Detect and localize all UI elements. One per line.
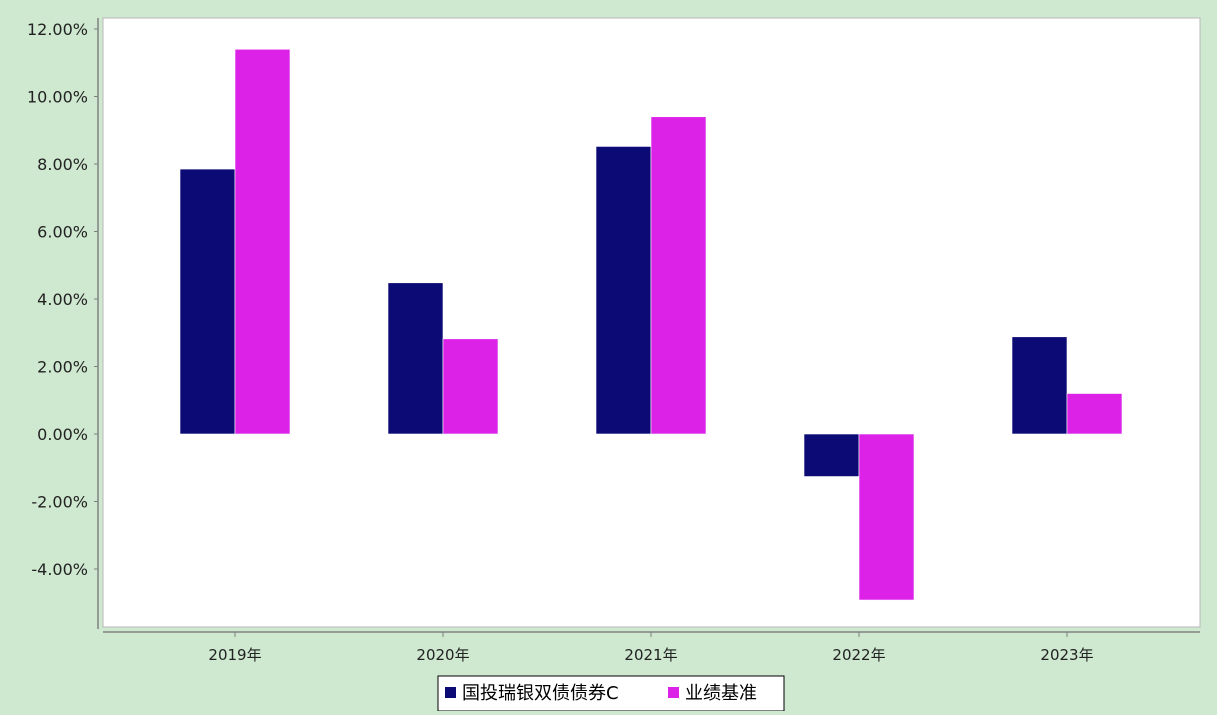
legend-label-series-1: 国投瑞银双债债券C [462, 683, 619, 704]
y-tick-label: 8.00% [37, 155, 88, 174]
bars [179, 48, 1123, 601]
legend-swatch-series-2 [668, 687, 679, 698]
bar-series-2 [1066, 393, 1123, 435]
bar-series-2 [650, 116, 707, 435]
bar-series-1 [1011, 336, 1068, 435]
bar-series-2 [442, 338, 499, 435]
y-tick-label: 12.00% [27, 20, 88, 39]
x-tick-label: 2023年 [1040, 646, 1093, 664]
y-tick-label: -2.00% [31, 493, 88, 512]
y-axis: 12.00% 10.00% 8.00% 6.00% 4.00% 2.00% 0.00% -2.… [27, 18, 99, 629]
y-tick-label: 4.00% [37, 290, 88, 309]
y-tick-label: -4.00% [31, 560, 88, 579]
x-tick-label: 2022年 [832, 646, 885, 664]
legend: 国投瑞银双债债券C 业绩基准 [437, 675, 785, 712]
y-tick-label: 0.00% [37, 425, 88, 444]
x-axis: 2019年 2020年 2021年 2022年 2023年 [103, 631, 1200, 664]
legend-label-series-2: 业绩基准 [685, 683, 757, 704]
bar-series-1 [179, 168, 236, 435]
bar-series-2 [234, 48, 291, 435]
bar-series-1 [803, 433, 860, 477]
x-tick-label: 2020年 [416, 646, 469, 664]
bar-series-2 [858, 433, 915, 601]
y-tick-label: 10.00% [27, 88, 88, 107]
legend-box [437, 675, 785, 712]
x-tick-label: 2021年 [624, 646, 677, 664]
y-tick-label: 2.00% [37, 358, 88, 377]
y-tick-label: 6.00% [37, 223, 88, 242]
bar-series-1 [595, 146, 652, 435]
x-tick-label: 2019年 [208, 646, 261, 664]
bar-series-1 [387, 282, 444, 435]
legend-swatch-series-1 [445, 687, 456, 698]
